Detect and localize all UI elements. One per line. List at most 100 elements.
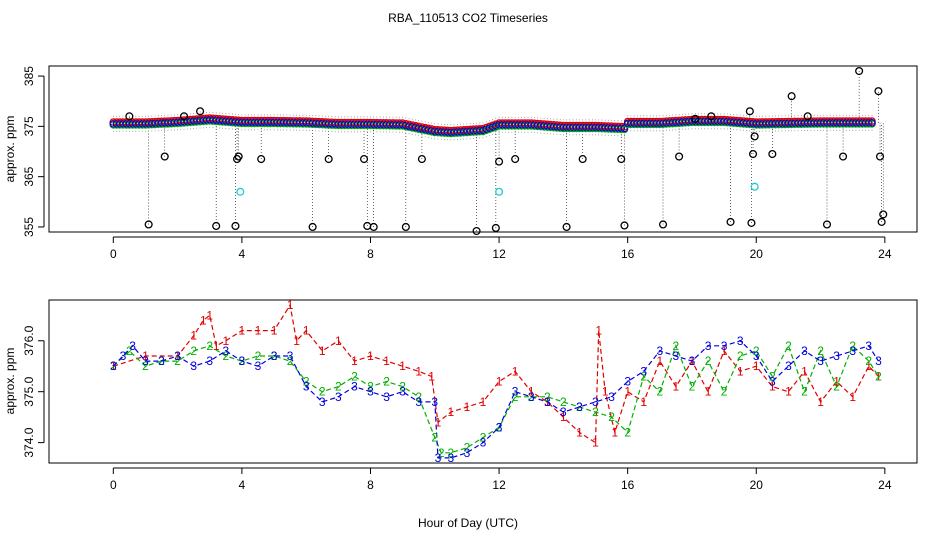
black-point xyxy=(803,112,812,121)
bottom-plot-frame xyxy=(48,299,918,464)
series-2-label: 2 xyxy=(705,354,712,368)
series-2-label: 2 xyxy=(303,375,310,389)
series-3-label: 3 xyxy=(544,395,551,409)
x-tick-label: 16 xyxy=(621,247,635,261)
series-2-label: 2 xyxy=(448,446,455,460)
cyan-point xyxy=(236,187,245,196)
x-tick-label: 24 xyxy=(878,247,892,261)
black-point xyxy=(707,112,716,121)
series-1-label: 1 xyxy=(602,385,609,399)
series-3-label: 3 xyxy=(367,385,374,399)
black-point xyxy=(877,217,886,226)
series-3-label: 3 xyxy=(608,390,615,404)
series-3-label: 3 xyxy=(303,380,310,394)
series-3-label: 3 xyxy=(673,349,680,363)
series-2-label: 2 xyxy=(287,354,294,368)
black-point xyxy=(308,222,317,232)
series-2-label: 2 xyxy=(833,380,840,394)
series-3-label: 3 xyxy=(656,344,663,358)
series-3-label: 3 xyxy=(464,446,471,460)
series-2-label: 2 xyxy=(415,390,422,404)
black-point xyxy=(875,152,885,161)
series-1-label: 1 xyxy=(399,359,406,373)
series-3-label: 3 xyxy=(319,395,326,409)
black-point xyxy=(360,155,369,164)
series-1-label: 1 xyxy=(200,313,207,327)
series-1-label: 1 xyxy=(496,375,503,389)
series-1-label: 1 xyxy=(611,425,618,439)
y-tick-label: 375.0 xyxy=(22,376,36,406)
black-point xyxy=(839,152,848,161)
series-3-label: 3 xyxy=(110,359,117,373)
series-1-label: 1 xyxy=(271,324,278,338)
series-2-label: 2 xyxy=(496,420,503,434)
black-point xyxy=(748,149,758,159)
series-1-label: 1 xyxy=(239,324,246,338)
black-point xyxy=(179,112,189,121)
cyan-point xyxy=(750,182,759,191)
x-tick-label: 8 xyxy=(367,478,374,492)
series-1-label: 1 xyxy=(367,349,374,363)
series-3-label: 3 xyxy=(705,339,712,353)
series-2-label: 2 xyxy=(817,344,824,358)
series-3-label: 3 xyxy=(142,354,149,368)
black-point xyxy=(874,87,883,96)
series-2-label: 2 xyxy=(592,405,599,419)
series-1-label: 1 xyxy=(833,375,840,389)
series-1-label: 1 xyxy=(415,364,422,378)
black-point xyxy=(196,107,205,116)
black-point xyxy=(401,222,410,232)
series-2-label: 2 xyxy=(769,369,776,383)
black-point xyxy=(787,92,796,101)
series-1-label: 1 xyxy=(801,364,808,378)
series-1-label: 1 xyxy=(255,324,262,338)
series-2-label: 2 xyxy=(239,354,246,368)
black-point xyxy=(726,217,735,226)
black-point xyxy=(617,155,626,164)
x-tick-label: 20 xyxy=(750,478,764,492)
series-2-label: 2 xyxy=(560,395,567,409)
series-1-label: 1 xyxy=(464,400,471,414)
black-point xyxy=(369,222,378,232)
black-point xyxy=(257,155,266,164)
series-2-label: 2 xyxy=(512,390,519,404)
x-tick-label: 8 xyxy=(367,247,374,261)
bottom-ylabel: approx. ppm xyxy=(3,348,17,415)
series-2-label: 2 xyxy=(464,441,471,455)
band-point xyxy=(868,119,876,127)
series-2-label: 2 xyxy=(142,359,149,373)
series-3-label: 3 xyxy=(721,339,728,353)
series-2-label: 2 xyxy=(271,349,278,363)
series-3-label: 3 xyxy=(335,390,342,404)
x-tick-label: 24 xyxy=(878,478,892,492)
series-3-label: 3 xyxy=(865,339,872,353)
series-3-label: 3 xyxy=(512,385,519,399)
y-tick-label: 385 xyxy=(22,66,36,86)
series-3-label: 3 xyxy=(287,349,294,363)
black-point xyxy=(511,155,520,164)
series-1-line xyxy=(113,303,879,444)
top-x-axis: 0 4 8 12 16 20 24 xyxy=(110,236,892,261)
series-1-label: 1 xyxy=(817,395,824,409)
x-axis-label: Hour of Day (UTC) xyxy=(418,516,518,530)
black-point xyxy=(363,221,372,231)
series-1-label: 1 xyxy=(592,436,599,450)
series-2-label: 2 xyxy=(673,339,680,353)
series-2-label: 2 xyxy=(624,425,631,439)
x-tick-label: 4 xyxy=(239,478,246,492)
series-1-label: 1 xyxy=(544,395,551,409)
x-tick-label: 0 xyxy=(110,247,117,261)
series-3-label: 3 xyxy=(785,359,792,373)
series-3-label: 3 xyxy=(769,375,776,389)
series-1-label: 1 xyxy=(640,395,647,409)
series-2-label: 2 xyxy=(399,380,406,394)
series-2-label: 2 xyxy=(608,410,615,424)
y-tick-label: 355 xyxy=(22,217,36,237)
series-1-label: 1 xyxy=(383,354,390,368)
black-point xyxy=(745,107,754,116)
series-1-label: 1 xyxy=(435,415,442,429)
series-3-label: 3 xyxy=(399,385,406,399)
series-1-label: 1 xyxy=(785,385,792,399)
series-3-label: 3 xyxy=(158,354,165,368)
